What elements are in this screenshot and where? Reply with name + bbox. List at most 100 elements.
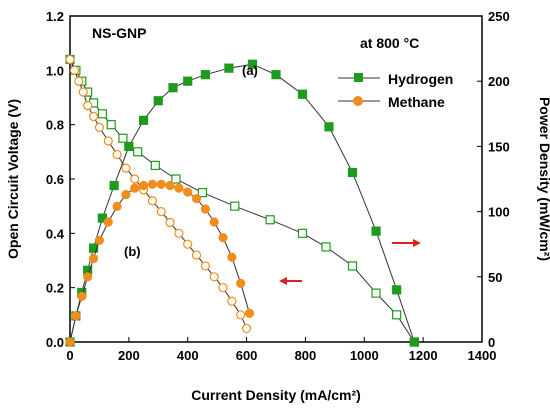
y-left-tick-label: 0.8 bbox=[46, 118, 64, 133]
point-hydrogen-voltage bbox=[347, 261, 358, 271]
point-hydrogen-power bbox=[109, 180, 119, 191]
y-right-tick-label: 150 bbox=[488, 139, 510, 154]
series-methane-power bbox=[65, 179, 255, 347]
x-tick-label: 1400 bbox=[468, 348, 497, 363]
y-right-tick-label: 250 bbox=[488, 9, 510, 24]
point-hydrogen-power bbox=[138, 115, 149, 125]
x-tick-label: 800 bbox=[295, 348, 317, 363]
legend-hydrogen-marker bbox=[354, 73, 363, 82]
y-right-tick-label: 0 bbox=[488, 335, 495, 350]
x-tick-label: 1000 bbox=[350, 348, 379, 363]
point-hydrogen-voltage bbox=[150, 160, 160, 171]
point-methane-power bbox=[165, 180, 175, 191]
point-hydrogen-power bbox=[224, 63, 234, 73]
annotation-a: (a) bbox=[242, 63, 258, 78]
y-left-tick-label: 0.4 bbox=[46, 226, 65, 241]
point-hydrogen-power bbox=[324, 122, 334, 132]
x-axis-label: Current Density (mA/cm²) bbox=[191, 387, 361, 403]
axis-ticks: 0 200 400 600 800 1000 1200 14000.00.20.40.60.8… bbox=[46, 9, 510, 363]
point-methane-voltage bbox=[236, 310, 246, 320]
point-hydrogen-power bbox=[183, 76, 193, 86]
y-left-tick-label: 1.0 bbox=[46, 63, 64, 78]
legend-hydrogen-label: Hydrogen bbox=[388, 71, 453, 87]
y-right-tick-label: 100 bbox=[488, 205, 510, 220]
point-methane-power bbox=[174, 183, 184, 193]
y-axis-left-label: Open Circuit Voltage (V) bbox=[5, 99, 21, 259]
point-methane-voltage bbox=[130, 174, 140, 184]
point-hydrogen-power bbox=[409, 337, 419, 347]
point-methane-voltage bbox=[147, 196, 157, 206]
point-methane-voltage bbox=[103, 136, 113, 146]
point-methane-power bbox=[183, 187, 193, 197]
point-methane-voltage bbox=[174, 228, 184, 238]
point-hydrogen-voltage bbox=[133, 147, 143, 157]
x-tick-label: 600 bbox=[236, 348, 258, 363]
point-methane-power bbox=[218, 233, 228, 243]
point-methane-power bbox=[77, 291, 87, 301]
point-hydrogen-voltage bbox=[106, 120, 116, 130]
legend-methane-marker bbox=[353, 96, 363, 106]
point-methane-voltage bbox=[156, 207, 166, 217]
series-hydrogen-voltage bbox=[65, 54, 419, 347]
point-methane-voltage bbox=[78, 87, 88, 97]
point-methane-voltage bbox=[165, 217, 175, 228]
point-methane-voltage bbox=[200, 261, 210, 271]
point-methane-power bbox=[200, 204, 210, 214]
point-methane-voltage bbox=[183, 239, 193, 249]
point-methane-voltage bbox=[83, 101, 93, 111]
x-tick-label: 400 bbox=[177, 348, 199, 363]
point-methane-power bbox=[130, 183, 140, 193]
point-hydrogen-voltage bbox=[265, 215, 275, 225]
point-hydrogen-voltage bbox=[392, 310, 402, 320]
y-left-tick-label: 0.2 bbox=[46, 281, 64, 296]
y-right-tick-label: 200 bbox=[488, 74, 510, 89]
series-methane-voltage bbox=[65, 54, 252, 334]
point-methane-power bbox=[191, 193, 202, 204]
point-hydrogen-power bbox=[124, 141, 134, 151]
condition-label: at 800 °C bbox=[360, 35, 419, 51]
point-methane-voltage bbox=[191, 250, 202, 260]
point-methane-voltage bbox=[218, 283, 228, 293]
point-hydrogen-voltage bbox=[118, 133, 128, 143]
point-methane-power bbox=[103, 217, 113, 227]
point-hydrogen-power bbox=[347, 167, 358, 178]
point-methane-power bbox=[121, 190, 131, 200]
annotation-b: (b) bbox=[124, 244, 141, 259]
chart-title: NS-GNP bbox=[92, 25, 146, 41]
point-methane-voltage bbox=[209, 272, 219, 282]
point-methane-power bbox=[244, 308, 255, 318]
series-line-hydrogen-power bbox=[69, 63, 415, 343]
point-methane-voltage bbox=[112, 149, 122, 160]
y-axis-right-label: Power Density (mW/cm²) bbox=[537, 97, 550, 261]
point-methane-voltage bbox=[69, 65, 80, 75]
y-left-tick-label: 1.2 bbox=[46, 9, 64, 24]
point-hydrogen-voltage bbox=[97, 109, 107, 119]
point-hydrogen-power bbox=[392, 285, 402, 295]
point-methane-power bbox=[209, 217, 219, 227]
point-methane-power bbox=[236, 278, 246, 288]
point-methane-power bbox=[71, 311, 81, 321]
x-tick-label: 1200 bbox=[409, 348, 438, 363]
point-hydrogen-voltage bbox=[230, 201, 240, 211]
y-right-tick-label: 50 bbox=[488, 270, 502, 285]
series-layer bbox=[65, 54, 419, 347]
point-methane-voltage bbox=[65, 54, 75, 65]
point-hydrogen-voltage bbox=[371, 288, 381, 298]
point-methane-power bbox=[94, 235, 105, 245]
point-hydrogen-voltage bbox=[171, 174, 181, 184]
y-left-tick-label: 0.0 bbox=[46, 335, 64, 350]
point-hydrogen-power bbox=[271, 70, 281, 80]
point-methane-power bbox=[65, 337, 75, 347]
point-methane-voltage bbox=[227, 296, 237, 306]
point-methane-power bbox=[227, 252, 237, 262]
point-methane-power bbox=[156, 179, 166, 189]
point-methane-power bbox=[112, 201, 122, 211]
point-hydrogen-power bbox=[371, 226, 381, 236]
point-hydrogen-voltage bbox=[197, 187, 208, 198]
point-methane-power bbox=[138, 180, 149, 191]
point-methane-voltage bbox=[74, 76, 84, 86]
point-methane-power bbox=[83, 272, 93, 282]
point-methane-power bbox=[147, 179, 157, 189]
point-hydrogen-power bbox=[247, 59, 258, 69]
